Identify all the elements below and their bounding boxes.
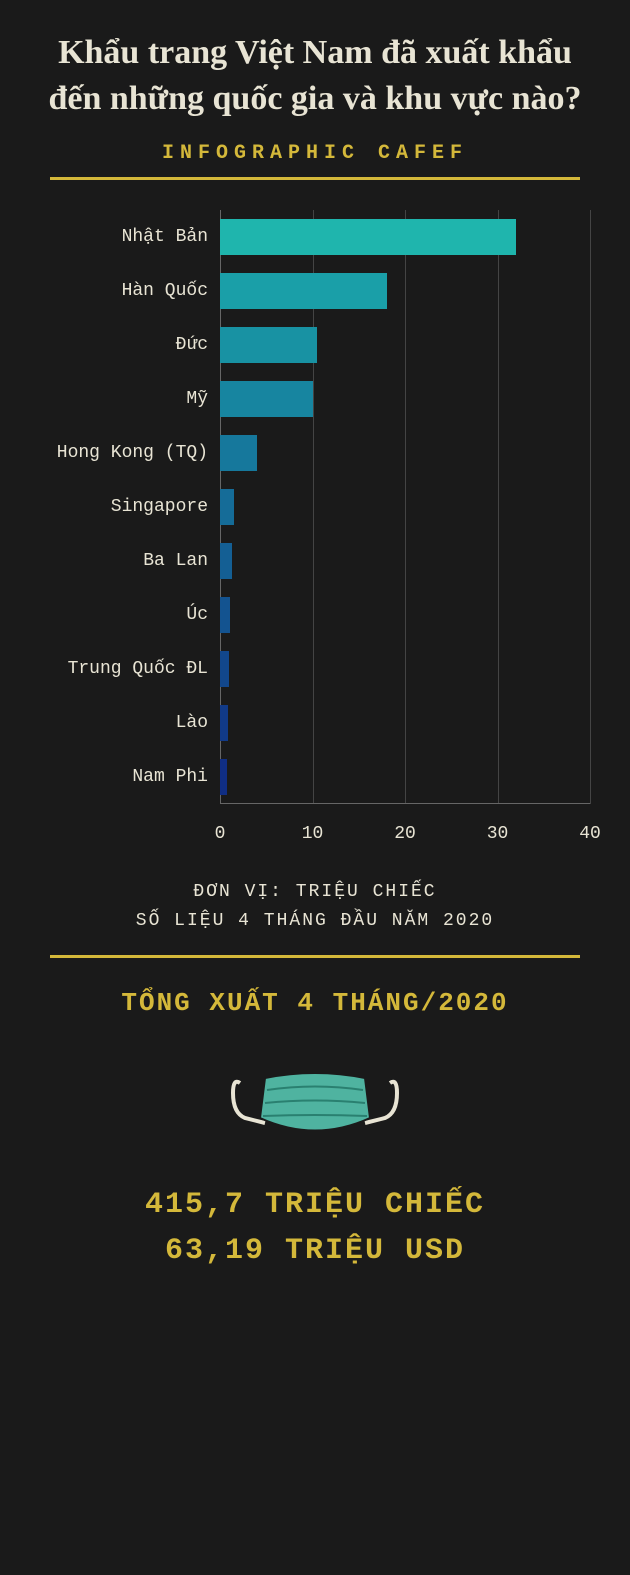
bar-label: Úc (40, 605, 220, 625)
x-tick: 40 (579, 824, 601, 844)
x-tick: 20 (394, 824, 416, 844)
bar-label: Ba Lan (40, 551, 220, 571)
chart-row: Úc (40, 588, 590, 642)
bar-label: Nam Phi (40, 767, 220, 787)
chart-row: Mỹ (40, 372, 590, 426)
bar (220, 543, 232, 579)
bar (220, 327, 317, 363)
bar (220, 597, 230, 633)
bar-label: Đức (40, 335, 220, 355)
bar (220, 651, 229, 687)
chart-caption: ĐƠN VỊ: TRIỆU CHIẾC SỐ LIỆU 4 THÁNG ĐẦU … (40, 878, 590, 936)
mask-icon (40, 1048, 590, 1158)
chart-row: Nhật Bản (40, 210, 590, 264)
chart-row: Trung Quốc ĐL (40, 642, 590, 696)
bar-area (220, 318, 590, 372)
bar-label: Hong Kong (TQ) (40, 443, 220, 463)
bar-label: Trung Quốc ĐL (40, 659, 220, 679)
bar (220, 759, 227, 795)
chart-row: Ba Lan (40, 534, 590, 588)
bar-label: Mỹ (40, 389, 220, 409)
chart-row: Đức (40, 318, 590, 372)
bar (220, 273, 387, 309)
bar-area (220, 642, 590, 696)
bar-label: Hàn Quốc (40, 281, 220, 301)
bar (220, 435, 257, 471)
x-tick: 0 (215, 824, 226, 844)
stat-quantity: 415,7 TRIỆU CHIẾC (40, 1188, 590, 1222)
bar-area (220, 264, 590, 318)
infographic-container: Khẩu trang Việt Nam đã xuất khẩu đến nhữ… (0, 0, 630, 1310)
bar (220, 489, 234, 525)
bar-label: Singapore (40, 497, 220, 517)
chart-bars: Nhật Bản Hàn Quốc Đức Mỹ Hong Kong (TQ) Singa… (40, 210, 590, 804)
x-tick: 10 (302, 824, 324, 844)
chart-row: Lào (40, 696, 590, 750)
main-title: Khẩu trang Việt Nam đã xuất khẩu đến nhữ… (40, 30, 590, 122)
bar (220, 705, 228, 741)
subtitle: INFOGRAPHIC CAFEF (40, 142, 590, 165)
bar (220, 219, 516, 255)
bar-area (220, 534, 590, 588)
stat-value: 63,19 TRIỆU USD (40, 1234, 590, 1268)
chart-row: Singapore (40, 480, 590, 534)
bar-area (220, 750, 590, 804)
bar-area (220, 480, 590, 534)
bar-area (220, 696, 590, 750)
mask-pleat-3 (263, 1115, 367, 1116)
caption-period: SỐ LIỆU 4 THÁNG ĐẦU NĂM 2020 (40, 907, 590, 936)
bar-area (220, 426, 590, 480)
bar-chart: Nhật Bản Hàn Quốc Đức Mỹ Hong Kong (TQ) Singa… (40, 210, 590, 804)
x-axis-ticks: 010203040 (220, 824, 590, 848)
chart-row: Hàn Quốc (40, 264, 590, 318)
bar-label: Nhật Bản (40, 227, 220, 247)
x-axis-line (220, 803, 590, 804)
bar-label: Lào (40, 713, 220, 733)
bar (220, 381, 313, 417)
caption-unit: ĐƠN VỊ: TRIỆU CHIẾC (40, 878, 590, 907)
divider-bottom (50, 955, 580, 958)
chart-row: Hong Kong (TQ) (40, 426, 590, 480)
divider-top (50, 177, 580, 180)
bar-area (220, 210, 590, 264)
bar-area (220, 372, 590, 426)
chart-row: Nam Phi (40, 750, 590, 804)
summary-title: TỔNG XUẤT 4 THÁNG/2020 (40, 988, 590, 1018)
bar-area (220, 588, 590, 642)
grid-line (590, 210, 591, 804)
x-tick: 30 (487, 824, 509, 844)
